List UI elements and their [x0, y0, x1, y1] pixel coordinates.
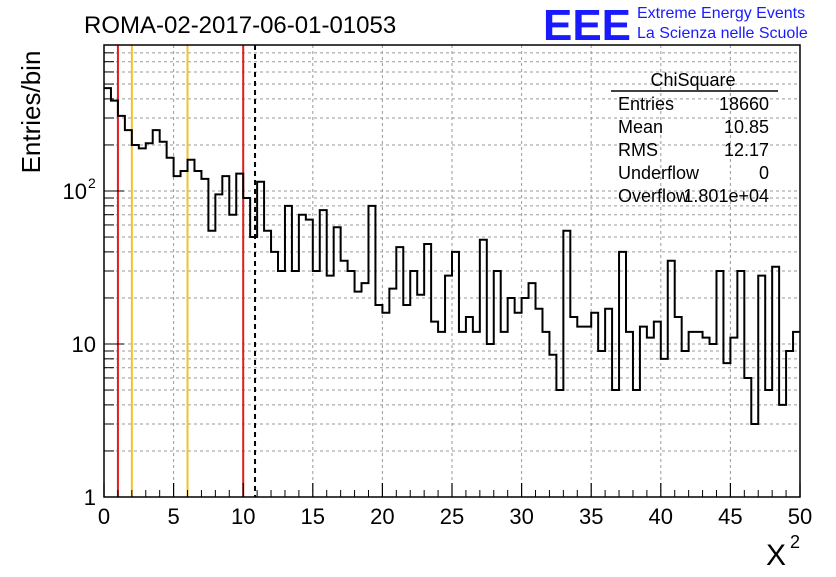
- x-axis-label: X: [766, 539, 786, 572]
- stats-label-underflow: Underflow: [618, 163, 700, 183]
- x-tick-label: 5: [167, 504, 179, 529]
- x-tick-label: 10: [231, 504, 255, 529]
- y-axis-label: Entries/bin: [16, 51, 46, 174]
- stats-value-underflow: 0: [759, 163, 769, 183]
- stats-value-mean: 10.85: [724, 117, 769, 137]
- y-tick-label: 10: [63, 179, 87, 204]
- x-axis-label-main: X: [766, 539, 786, 572]
- x-tick-label: 20: [370, 504, 394, 529]
- y-tick-label: 1: [84, 485, 96, 510]
- x-tick-label: 25: [440, 504, 464, 529]
- x-tick-label: 30: [509, 504, 533, 529]
- axis-ticks: [103, 44, 801, 498]
- x-tick-label: 15: [301, 504, 325, 529]
- histogram-outline: [104, 87, 800, 425]
- logo-letters: EEE: [543, 1, 631, 50]
- stats-label-mean: Mean: [618, 117, 663, 137]
- eee-logo: EEE Extreme Energy Events La Scienza nel…: [543, 1, 808, 50]
- y-tick-label-exponent: 2: [88, 175, 96, 191]
- vertical-lines: [116, 45, 257, 497]
- stats-box: ChiSquare Entries 18660 Mean 10.85 RMS 1…: [611, 70, 778, 206]
- stats-value-rms: 12.17: [724, 140, 769, 160]
- stats-label-overflow: Overflow: [618, 186, 690, 206]
- stats-title: ChiSquare: [650, 70, 735, 90]
- x-axis-label-superscript: 2: [790, 532, 800, 552]
- x-tick-label: 40: [649, 504, 673, 529]
- stats-label-entries: Entries: [618, 94, 674, 114]
- y-tick-label: 10: [72, 332, 96, 357]
- x-tick-label: 35: [579, 504, 603, 529]
- stats-value-overflow: 1.801e+04: [683, 186, 769, 206]
- run-title: ROMA-02-2017-06-01-01053: [84, 12, 396, 39]
- x-tick-label: 45: [718, 504, 742, 529]
- logo-line-1: Extreme Energy Events: [637, 5, 805, 22]
- x-tick-label: 0: [98, 504, 110, 529]
- logo-line-2: La Scienza nelle Scuole: [637, 25, 808, 42]
- stats-label-rms: RMS: [618, 140, 658, 160]
- stats-value-entries: 18660: [719, 94, 769, 114]
- x-tick-label: 50: [788, 504, 812, 529]
